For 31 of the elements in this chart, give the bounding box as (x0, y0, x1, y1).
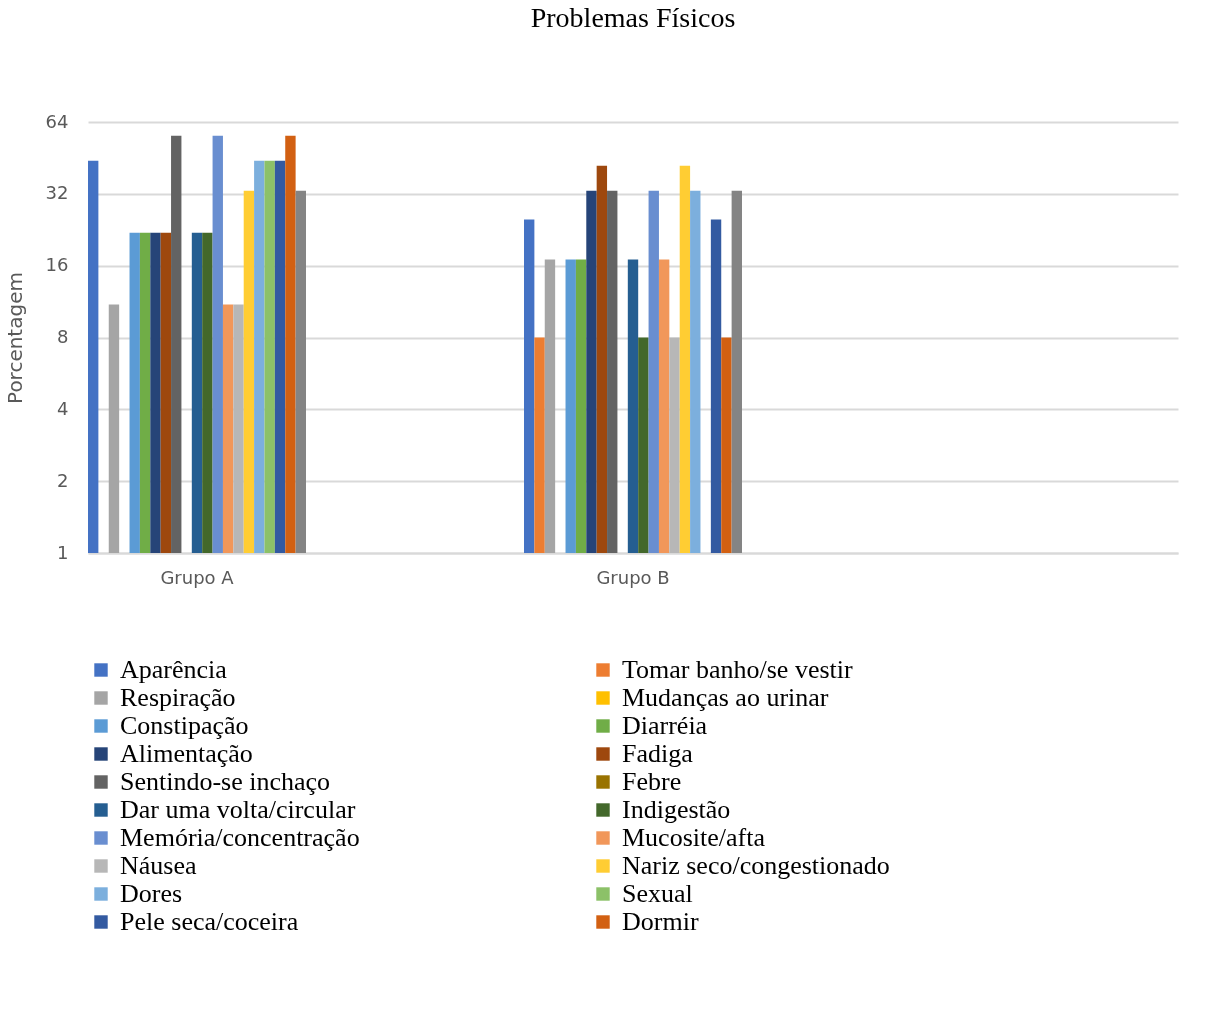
legend-label: Alimentação (120, 739, 253, 768)
legend-label: Tomar banho/se vestir (622, 655, 854, 684)
legend-label: Náusea (120, 851, 197, 880)
legend-label: Dormir (622, 907, 699, 936)
legend-label: Pele seca/coceira (120, 907, 299, 936)
y-tick-label: 16 (45, 254, 69, 276)
y-tick-label: 1 (57, 541, 69, 563)
x-tick-label: Grupo B (596, 566, 670, 588)
y-tick-label: 4 (57, 397, 69, 419)
legend-label: Dores (120, 879, 183, 908)
legend-label: Sexual (622, 879, 693, 908)
legend-label: Nariz seco/congestionado (622, 851, 890, 880)
legend-label: Dar uma volta/circular (120, 795, 356, 824)
legend-label: Indigestão (622, 795, 731, 824)
legend-label: Respiração (120, 683, 236, 712)
legend-label: Sentindo-se inchaço (120, 767, 331, 796)
legend-label: Mucosite/afta (622, 823, 766, 852)
y-axis-title: Porcentagem (2, 272, 27, 404)
x-tick-label: Grupo A (160, 566, 235, 588)
legend-label: Diarréia (622, 711, 708, 740)
y-tick-label: 8 (57, 326, 69, 347)
legend-label: Constipação (120, 711, 249, 740)
legend-label: Fadiga (622, 739, 694, 768)
chart-title: Problemas Físicos (530, 2, 736, 33)
y-tick-label: 2 (57, 469, 69, 491)
legend-label: Memória/concentração (120, 823, 360, 852)
legend-label: Febre (622, 767, 682, 796)
legend-label: Mudanças ao urinar (622, 683, 829, 712)
y-tick-label: 64 (45, 110, 69, 132)
legend-label: Aparência (120, 655, 228, 684)
y-tick-label: 32 (45, 182, 69, 204)
